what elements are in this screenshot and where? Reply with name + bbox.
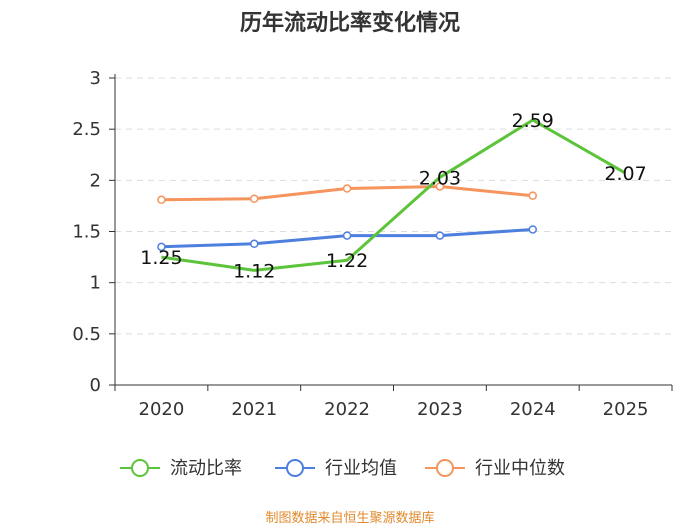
data-point [528, 191, 537, 200]
data-label: 2.59 [512, 110, 554, 132]
y-tick-label: 1.5 [72, 222, 101, 243]
data-point [157, 242, 166, 252]
legend-label: 行业中位数 [475, 458, 565, 479]
data-label: 2.07 [604, 163, 646, 185]
series-line-0 [161, 118, 627, 272]
x-tick-label: 2023 [417, 399, 463, 420]
legend-label: 行业均值 [325, 458, 397, 479]
legend-marker [131, 459, 149, 477]
data-labels: 1.25 1.12 1.22 2.03 2.59 2.07 [140, 110, 646, 282]
legend[interactable]: 流动比率 行业均值 行业中位数 [120, 458, 565, 479]
series-layer [157, 118, 627, 272]
x-tick-label: 2025 [603, 399, 649, 420]
legend-marker [436, 459, 454, 477]
y-tick-label: 0 [90, 375, 101, 396]
data-point [342, 231, 352, 240]
data-point [250, 239, 259, 249]
axes: 0 0.5 1 1.5 2 2.5 3 2020 2021 2022 2023 2024 2025 [72, 68, 673, 420]
y-tick-label: 1 [90, 273, 101, 294]
x-tick-label: 2021 [231, 399, 277, 420]
y-tick-label: 0.5 [72, 324, 101, 345]
x-tick-label: 2024 [510, 399, 556, 420]
source-note: 制图数据来自恒生聚源数据库 [265, 510, 434, 525]
x-tick-label: 2022 [324, 399, 370, 420]
data-point [157, 195, 166, 205]
legend-marker [286, 459, 304, 477]
data-label: 1.12 [233, 260, 275, 282]
data-label: 1.22 [326, 250, 368, 272]
data-point [250, 194, 259, 204]
legend-label: 流动比率 [170, 458, 242, 479]
data-label: 2.03 [419, 167, 461, 189]
grid-lines [115, 77, 672, 335]
legend-item-0[interactable]: 流动比率 [120, 458, 242, 479]
chart-title: 历年流动比率变化情况 [240, 10, 460, 36]
data-point [528, 225, 537, 234]
y-tick-label: 3 [90, 68, 101, 89]
data-point [435, 231, 445, 240]
legend-item-1[interactable]: 行业均值 [275, 458, 397, 479]
data-point [342, 184, 352, 193]
data-label: 1.25 [140, 247, 182, 269]
x-tick-label: 2020 [139, 399, 185, 420]
y-tick-label: 2 [90, 170, 101, 191]
legend-item-2[interactable]: 行业中位数 [425, 458, 565, 479]
y-tick-label: 2.5 [72, 119, 101, 140]
data-point [435, 182, 445, 191]
